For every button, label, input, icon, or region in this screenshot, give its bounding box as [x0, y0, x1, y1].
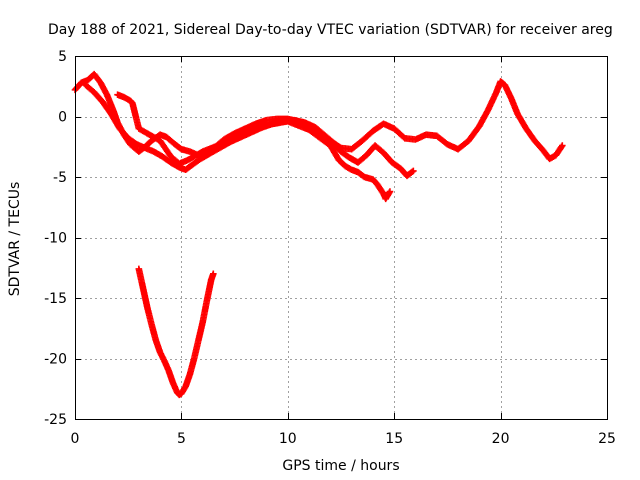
plot-frame — [75, 56, 608, 420]
y-tick-label: -25 — [44, 412, 67, 428]
gridlines — [75, 56, 607, 419]
series-track-C — [114, 91, 394, 203]
x-tick-label: 0 — [71, 431, 80, 447]
data-points — [71, 70, 566, 399]
x-tick-label: 20 — [492, 431, 510, 447]
x-axis-label: GPS time / hours — [282, 458, 399, 474]
chart-title: Day 188 of 2021, Sidereal Day-to-day VTE… — [48, 22, 613, 38]
data-point — [410, 167, 417, 175]
data-point — [386, 188, 394, 195]
tick-labels: 0 5 10 15 20 25 5 0 -5 -10 -15 -20 -25 — [44, 49, 616, 447]
y-axis-label: SDTVAR / TECUs — [7, 182, 23, 297]
x-tick-label: 25 — [598, 431, 616, 447]
x-tick-label: 5 — [177, 431, 186, 447]
y-tick-label: -20 — [44, 352, 67, 368]
y-tick-label: 0 — [58, 110, 67, 126]
series-track-D — [135, 265, 217, 399]
y-tick-label: -5 — [53, 170, 67, 186]
y-tick-label: -15 — [44, 291, 67, 307]
x-tick-label: 15 — [385, 431, 403, 447]
y-tick-label: -10 — [44, 231, 67, 247]
y-tick-label: 5 — [58, 49, 67, 65]
axis-ticks — [75, 56, 608, 420]
data-point — [559, 142, 566, 149]
data-point — [210, 270, 217, 278]
x-tick-label: 10 — [279, 431, 297, 447]
